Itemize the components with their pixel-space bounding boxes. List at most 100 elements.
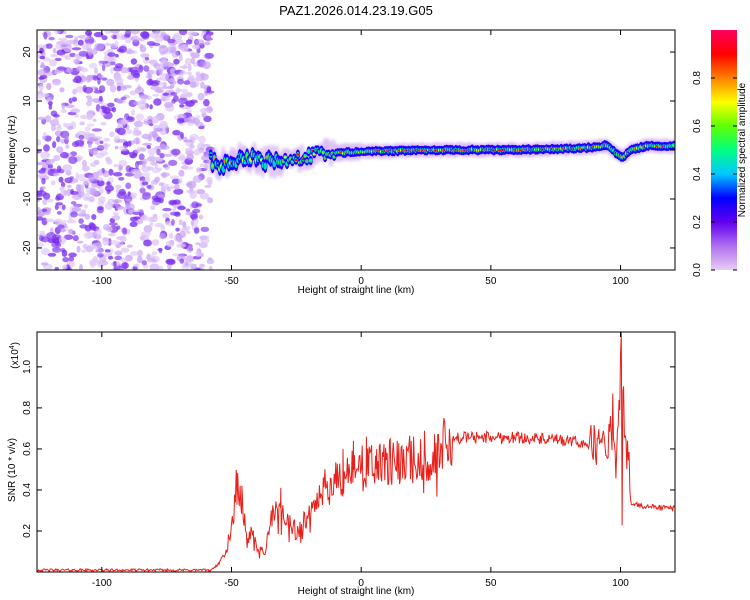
chart-title: PAZ1.2026.014.23.19.G05	[279, 3, 433, 18]
noise-blob	[37, 139, 42, 146]
noise-blob	[198, 214, 204, 220]
noise-blob	[45, 218, 55, 223]
noise-blob	[171, 218, 175, 226]
noise-blob	[202, 61, 211, 70]
noise-blob	[39, 83, 44, 91]
noise-blob	[151, 116, 160, 124]
noise-blob	[201, 155, 210, 161]
noise-blob	[57, 124, 62, 129]
noise-blob	[141, 133, 152, 140]
noise-blob	[56, 66, 67, 71]
noise-blob	[116, 33, 126, 41]
noise-blob	[106, 158, 113, 165]
noise-blob	[107, 102, 115, 108]
noise-blob	[59, 87, 65, 93]
noise-blob	[177, 113, 187, 119]
noise-blob	[47, 168, 55, 176]
noise-blob	[44, 71, 55, 76]
noise-blob	[76, 245, 81, 253]
noise-blob	[125, 201, 131, 210]
noise-blob	[130, 35, 140, 43]
signal-core	[283, 156, 287, 159]
noise-blob	[177, 78, 184, 85]
noise-blob	[133, 127, 139, 135]
noise-blob	[101, 35, 108, 41]
noise-blob	[152, 93, 160, 97]
noise-blob	[90, 147, 99, 156]
noise-blob	[90, 162, 97, 168]
noise-blob	[133, 137, 141, 145]
noise-blob	[96, 207, 104, 214]
noise-blob	[121, 262, 129, 269]
noise-blob	[85, 95, 92, 99]
noise-blob	[37, 60, 42, 64]
noise-blob	[147, 73, 152, 80]
noise-blob	[204, 52, 214, 59]
noise-blob	[88, 258, 99, 267]
noise-blob	[91, 214, 97, 220]
noise-blob	[120, 151, 131, 155]
noise-blob	[142, 142, 153, 146]
noise-blob	[112, 212, 119, 216]
noise-blob	[103, 224, 110, 231]
noise-blob	[62, 219, 67, 224]
noise-blob	[158, 124, 168, 130]
noise-blob	[45, 43, 53, 49]
noise-blob	[116, 225, 121, 230]
noise-blob	[125, 182, 132, 190]
noise-blob	[196, 73, 202, 80]
noise-blob	[103, 106, 111, 114]
noise-blob	[189, 81, 197, 89]
noise-blob	[97, 77, 101, 85]
noise-blob	[46, 82, 52, 91]
noise-blob	[125, 172, 135, 177]
noise-blob	[173, 95, 179, 102]
noise-blob	[186, 230, 191, 235]
signal-core	[309, 159, 313, 162]
noise-blob	[102, 170, 110, 178]
noise-blob	[48, 36, 55, 41]
noise-blob	[189, 144, 195, 149]
noise-blob	[104, 42, 112, 47]
noise-blob	[38, 235, 44, 242]
noise-blob	[50, 124, 56, 132]
noise-blob	[79, 209, 86, 215]
noise-blob	[141, 165, 151, 172]
noise-blob	[41, 217, 48, 226]
noise-blob	[86, 42, 92, 50]
noise-blob	[55, 42, 63, 50]
noise-blob	[152, 157, 163, 162]
colorbar-tick-label: 0.2	[692, 215, 703, 229]
noise-blob	[87, 123, 95, 127]
noise-blob	[111, 215, 121, 221]
noise-blob	[45, 159, 55, 165]
noise-blob	[150, 85, 161, 91]
noise-blob	[110, 43, 116, 49]
noise-blob	[53, 30, 61, 35]
snr-panel: -100 -50 0 50 100 0.2 0.4 0.6 0.8 1.0 Height of …	[7, 331, 676, 597]
noise-blob	[57, 37, 68, 41]
noise-blob	[182, 88, 188, 95]
noise-blob	[41, 208, 48, 212]
noise-blob	[39, 47, 44, 54]
noise-blob	[75, 184, 81, 192]
noise-blob	[109, 131, 115, 138]
noise-blob	[101, 63, 106, 72]
noise-blob	[194, 39, 205, 46]
noise-blob	[99, 140, 104, 145]
noise-blob	[63, 234, 74, 240]
noise-blob	[74, 139, 85, 147]
noise-blob	[175, 87, 181, 94]
noise-blob	[109, 30, 120, 34]
noise-blob	[162, 82, 167, 88]
noise-blob	[186, 71, 192, 76]
noise-blob	[80, 188, 85, 193]
snr-line	[37, 332, 675, 572]
noise-blob	[115, 53, 119, 58]
noise-blob	[81, 249, 87, 253]
noise-blob	[186, 245, 193, 253]
noise-blob	[92, 118, 97, 122]
noise-blob	[120, 67, 129, 74]
noise-blob	[41, 177, 46, 185]
noise-blob	[165, 240, 175, 248]
